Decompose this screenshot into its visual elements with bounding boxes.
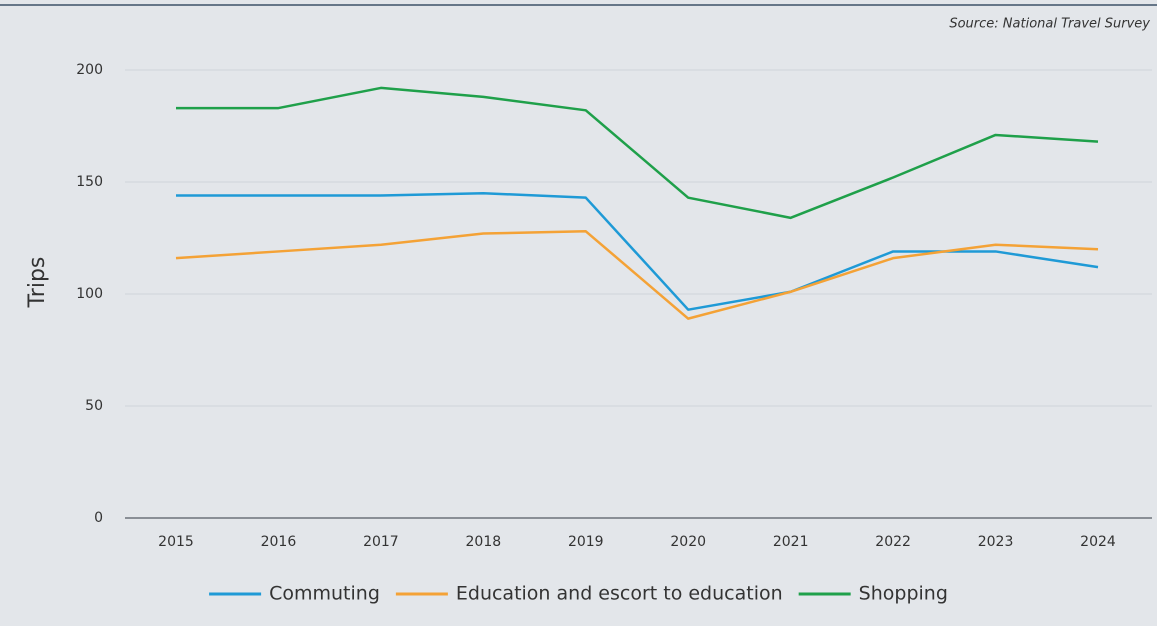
series-line xyxy=(176,86,1099,220)
x-tick-label: 2017 xyxy=(363,534,399,550)
x-tick-label: 2016 xyxy=(261,534,297,550)
x-tick-label: 2021 xyxy=(773,534,809,550)
x-tick-label: 2019 xyxy=(568,534,604,550)
legend-label: Shopping xyxy=(859,583,948,605)
x-tick-label: 2022 xyxy=(875,534,911,550)
series-line xyxy=(176,191,1099,311)
y-axis-label: Trips xyxy=(25,257,50,309)
x-tick-label: 2018 xyxy=(466,534,502,550)
x-tick-label: 2023 xyxy=(978,534,1014,550)
source: Source: National Travel Survey xyxy=(949,17,1150,32)
legend-label: Education and escort to education xyxy=(456,583,783,605)
y-tick-label: 50 xyxy=(85,398,103,414)
y-tick-label: 150 xyxy=(76,174,103,190)
x-tick-label: 2024 xyxy=(1080,534,1116,550)
x-tick-label: 2015 xyxy=(158,534,194,550)
series-line xyxy=(175,230,1099,320)
x-tick-label: 2020 xyxy=(670,534,706,550)
y-tick-label: 0 xyxy=(94,510,103,526)
legend-label: Commuting xyxy=(269,583,380,605)
y-tick-label: 200 xyxy=(76,62,103,78)
y-tick-label: 100 xyxy=(76,286,103,302)
